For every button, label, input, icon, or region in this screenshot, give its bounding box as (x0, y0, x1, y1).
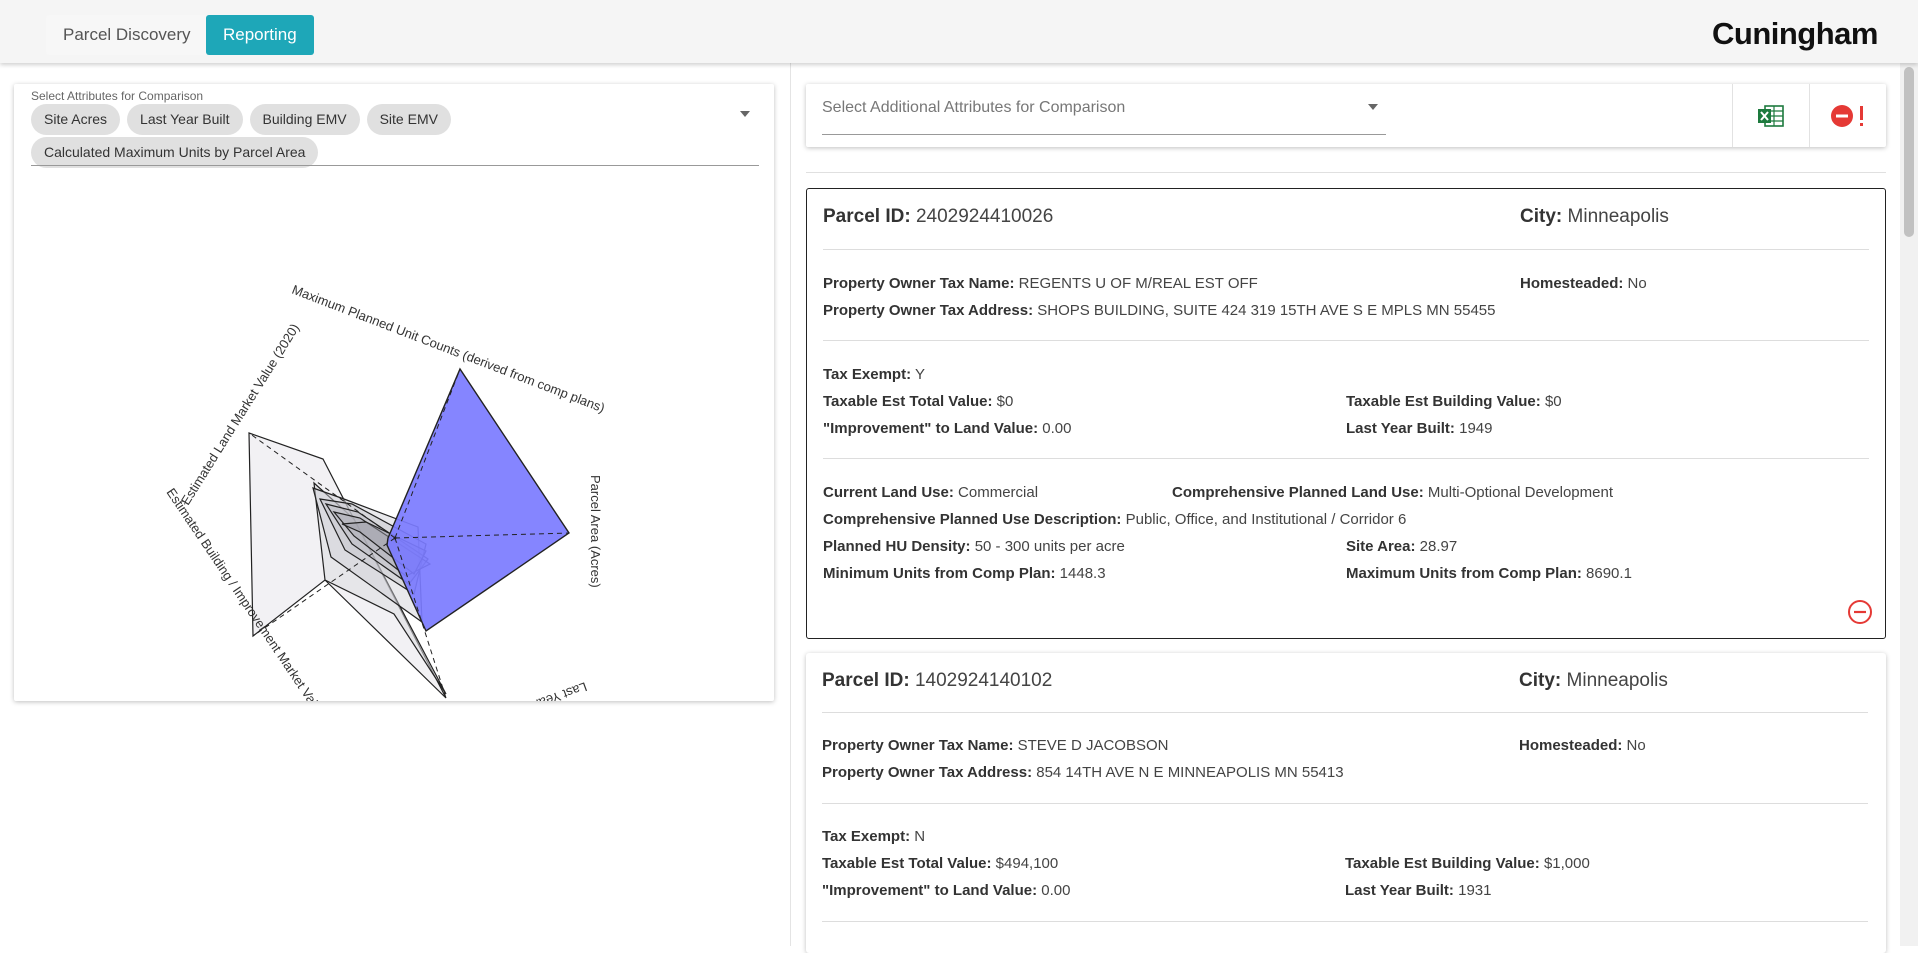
radar-chart: Maximum Planned Unit Counts (derived fro… (164, 282, 607, 701)
homesteaded-row: Homesteaded: No (1520, 275, 1647, 292)
section-divider (823, 458, 1869, 459)
city-row: City: Minneapolis (1519, 670, 1668, 691)
top-nav-bar: Parcel Discovery Reporting Cuningham (0, 0, 1918, 63)
scrollbar-thumb[interactable] (1904, 67, 1914, 237)
chip-building-emv[interactable]: Building EMV (249, 104, 360, 135)
parcel-id: 2402924410026 (915, 206, 1054, 227)
page-scrollbar[interactable] (1900, 63, 1918, 946)
toolbar-separator-line (806, 172, 1886, 173)
last-year-built-row: Last Year Built: 1931 (1345, 882, 1492, 899)
chip-last-year-built[interactable]: Last Year Built (127, 104, 243, 135)
excel-icon[interactable] (1756, 101, 1786, 131)
attribute-chips[interactable]: Site Acres Last Year Built Building EMV Sit… (31, 104, 721, 170)
improvement-row: "Improvement" to Land Value: 0.00 (823, 420, 1072, 437)
radar-axis-label-last-year: Last Year Property was Recorded Being Bu… (340, 679, 589, 701)
toolbar-divider (1809, 84, 1810, 147)
improvement-row: "Improvement" to Land Value: 0.00 (822, 882, 1071, 899)
radar-axis-label-parcel-area: Parcel Area (Acres) (588, 475, 603, 588)
radar-axes (248, 368, 570, 699)
toolbar-divider (1732, 84, 1733, 147)
radar-polygon-highlight (386, 367, 570, 633)
tax-exempt-row: Tax Exempt: N (822, 828, 926, 845)
radar-polygons (248, 367, 570, 699)
owner-name-row: Property Owner Tax Name: REGENTS U OF M/… (823, 275, 1258, 292)
chevron-down-icon[interactable] (1368, 104, 1378, 110)
parcel-card[interactable]: Parcel ID: 2402924410026 City: Minneapol… (806, 188, 1886, 639)
density-row: Planned HU Density: 50 - 300 units per a… (823, 538, 1125, 555)
section-divider (823, 249, 1869, 250)
section-divider (822, 921, 1868, 922)
city-value: Minneapolis (1567, 206, 1669, 227)
site-area-row: Site Area: 28.97 (1346, 538, 1458, 555)
panel-divider (790, 63, 791, 946)
parcel-id-row: Parcel ID: 1402924140102 (822, 670, 1053, 691)
comp-description-row: Comprehensive Planned Use Description: P… (823, 511, 1407, 528)
tax-exempt-row: Tax Exempt: Y (823, 366, 926, 383)
additional-attributes-select[interactable]: Select Additional Attributes for Compari… (822, 84, 1386, 135)
parcel-card[interactable]: Parcel ID: 1402924140102 City: Minneapol… (806, 653, 1886, 953)
owner-address-row: Property Owner Tax Address: 854 14TH AVE… (822, 764, 1344, 781)
additional-attributes-placeholder: Select Additional Attributes for Compari… (822, 99, 1126, 116)
chevron-down-icon[interactable] (740, 111, 750, 117)
total-value-row: Taxable Est Total Value: $0 (823, 393, 1014, 410)
section-divider (822, 803, 1868, 804)
building-value-row: Taxable Est Building Value: $1,000 (1345, 855, 1590, 872)
chip-site-emv[interactable]: Site EMV (366, 104, 451, 135)
city-row: City: Minneapolis (1520, 206, 1669, 227)
city-value: Minneapolis (1566, 670, 1668, 691)
parcel-id: 1402924140102 (914, 670, 1053, 691)
attribute-select-label: Select Attributes for Comparison (31, 89, 204, 103)
total-value-row: Taxable Est Total Value: $494,100 (822, 855, 1059, 872)
remove-circle-icon[interactable] (1847, 599, 1873, 625)
comparison-chart-card: Select Attributes for Comparison Site Ac… (14, 84, 774, 701)
section-divider (823, 340, 1869, 341)
comp-land-use-row: Comprehensive Planned Land Use: Multi-Op… (1172, 484, 1613, 501)
parcel-id-row: Parcel ID: 2402924410026 (823, 206, 1054, 227)
comparison-toolbar: Select Additional Attributes for Compari… (806, 84, 1886, 147)
section-divider (822, 712, 1868, 713)
clear-all-icon[interactable] (1830, 102, 1870, 130)
chip-site-acres[interactable]: Site Acres (31, 104, 121, 135)
max-units-row: Maximum Units from Comp Plan: 8690.1 (1346, 565, 1632, 582)
homesteaded-row: Homesteaded: No (1519, 737, 1646, 754)
radar-center (393, 536, 397, 540)
tab-parcel-discovery[interactable]: Parcel Discovery (46, 15, 208, 55)
chip-calculated-max-units[interactable]: Calculated Maximum Units by Parcel Area (31, 137, 319, 168)
last-year-built-row: Last Year Built: 1949 (1346, 420, 1493, 437)
building-value-row: Taxable Est Building Value: $0 (1346, 393, 1562, 410)
attribute-select-underline (31, 165, 759, 166)
tab-reporting[interactable]: Reporting (206, 15, 314, 55)
land-use-row: Current Land Use: Commercial (823, 484, 1039, 501)
owner-address-row: Property Owner Tax Address: SHOPS BUILDI… (823, 302, 1496, 319)
owner-name-row: Property Owner Tax Name: STEVE D JACOBSO… (822, 737, 1169, 754)
brand-logo: Cuningham (1712, 16, 1879, 51)
min-units-row: Minimum Units from Comp Plan: 1448.3 (823, 565, 1106, 582)
